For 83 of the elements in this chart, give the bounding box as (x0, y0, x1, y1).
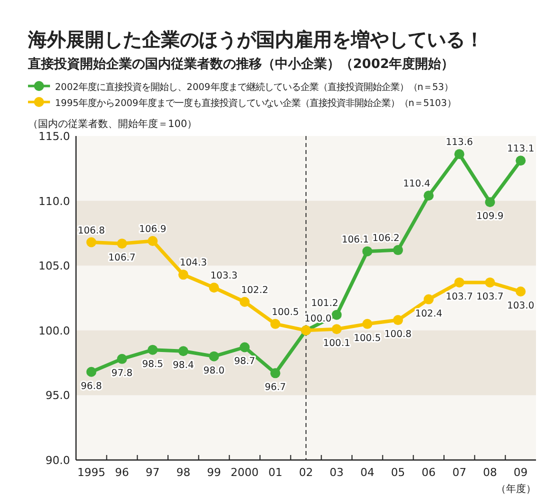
x-tick-label: 08 (483, 466, 497, 479)
data-label: 98.5 (142, 358, 164, 370)
x-axis-title: （年度） (496, 483, 536, 495)
data-label: 101.2 (311, 298, 338, 309)
data-label: 97.8 (111, 368, 133, 379)
legend-label: 1995年度から2009年度まで一度も直接投資していない企業（直接投資非開始企業）（n＝5103） (55, 98, 456, 109)
y-tick-label: 115.0 (38, 130, 70, 143)
point (485, 197, 495, 208)
point (178, 346, 188, 356)
data-label: 100.1 (323, 338, 350, 350)
x-tick-label: 98 (176, 466, 190, 479)
y-tick-label: 110.0 (38, 194, 70, 208)
legend-label: 2002年度に直接投資を開始し、2009年度まで継続している企業（直接投資開始企業）（n＝53） (55, 82, 454, 93)
x-tick-label: 97 (146, 466, 160, 479)
y-tick-label: 95.0 (46, 389, 70, 402)
point (209, 351, 219, 362)
point (332, 310, 342, 320)
point (148, 344, 158, 355)
data-label: 96.7 (264, 382, 286, 394)
point (117, 238, 127, 249)
point (270, 318, 280, 329)
x-tick-label: 02 (299, 466, 313, 479)
x-tick-label: 03 (330, 466, 344, 479)
y-axis-title: （国内の従業者数、開始年度＝100） (28, 118, 198, 130)
data-label: 106.7 (108, 252, 136, 264)
point (485, 277, 495, 288)
x-tick-label: 09 (514, 466, 528, 479)
x-tick-label: 1995 (77, 466, 106, 479)
point (86, 366, 96, 377)
point (454, 277, 464, 288)
data-label: 103.3 (210, 270, 238, 282)
data-label: 102.4 (415, 308, 442, 320)
chart-subtitle: 直接投資開始企業の国内従業者数の推移（中小企業）（2002年度開始） (27, 56, 454, 72)
x-tick-label: 01 (268, 466, 282, 479)
data-label: 100.8 (384, 329, 412, 340)
point (240, 296, 250, 307)
data-label: 98.0 (203, 365, 225, 376)
data-label: 98.4 (172, 360, 194, 372)
point (516, 286, 526, 297)
point (393, 245, 403, 256)
data-label: 110.4 (403, 178, 430, 190)
y-tick-label: 100.0 (38, 324, 70, 338)
data-label: 96.8 (80, 380, 102, 392)
point (362, 246, 372, 256)
data-label: 106.8 (78, 225, 105, 236)
point (332, 324, 342, 334)
x-tick-label: 07 (452, 466, 466, 479)
data-label: 103.7 (446, 291, 473, 302)
data-label: 109.9 (476, 211, 504, 222)
point (148, 236, 158, 246)
data-label: 113.1 (507, 144, 534, 155)
x-tick-label: 05 (391, 466, 405, 479)
chart-title: 海外展開した企業のほうが国内雇用を増やしている！ (27, 29, 484, 51)
data-label: 103.0 (507, 300, 534, 312)
data-label: 103.7 (476, 291, 504, 302)
point (516, 156, 526, 166)
point (362, 318, 372, 329)
point (393, 315, 403, 326)
x-tick-label: 96 (115, 466, 129, 479)
data-label: 98.7 (234, 356, 256, 368)
x-tick-label: 99 (207, 466, 221, 479)
data-label: 106.9 (139, 224, 166, 235)
data-label: 106.2 (372, 233, 400, 244)
y-tick-label: 90.0 (46, 454, 70, 467)
point (86, 237, 96, 248)
x-tick-label: 2000 (230, 466, 259, 479)
x-tick-label: 04 (360, 466, 374, 479)
point (424, 294, 434, 304)
point (270, 368, 280, 378)
data-label: 100.5 (354, 332, 381, 344)
data-label: 113.6 (446, 137, 473, 148)
data-label: 102.2 (241, 284, 268, 296)
data-label: 104.3 (180, 258, 207, 269)
point (454, 149, 464, 160)
point (117, 354, 127, 364)
y-tick-label: 105.0 (38, 260, 70, 273)
data-label: 100.5 (272, 306, 299, 318)
data-label: 106.1 (342, 234, 369, 246)
x-tick-label: 06 (422, 466, 436, 479)
point (240, 342, 250, 352)
point (178, 270, 188, 280)
point (209, 282, 219, 293)
point (424, 190, 434, 201)
